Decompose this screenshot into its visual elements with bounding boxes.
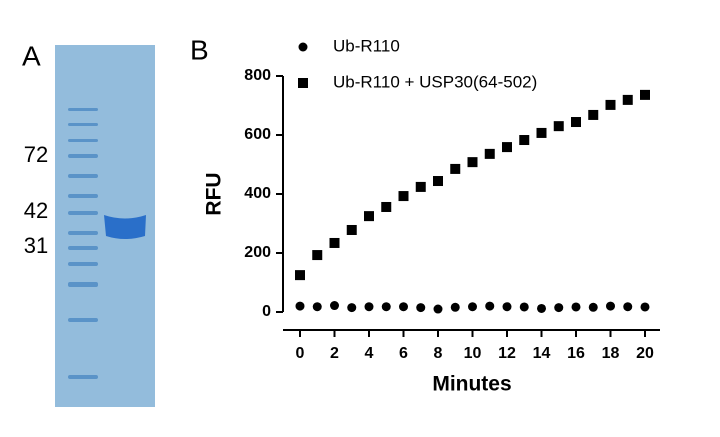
y-tick-label: 0 <box>262 303 271 320</box>
data-point <box>605 99 616 110</box>
marker-label: 31 <box>24 233 48 258</box>
ladder <box>68 108 98 379</box>
data-point <box>554 303 564 313</box>
y-tick-label: 200 <box>244 244 271 261</box>
x-tick-label: 4 <box>365 345 374 362</box>
data-point <box>312 250 323 261</box>
data-point <box>537 303 546 313</box>
data-point <box>312 302 322 312</box>
data-point <box>346 224 357 235</box>
legend-label: Ub-R110 + USP30(64-502) <box>333 72 537 91</box>
gel-image <box>55 45 155 407</box>
data-point <box>623 302 633 312</box>
data-point <box>433 304 443 314</box>
legend-marker <box>298 78 308 88</box>
data-point <box>553 121 564 132</box>
marker-label: 42 <box>24 198 48 223</box>
legend-label: Ub-R110 <box>333 36 400 55</box>
x-tick-label: 8 <box>434 345 443 362</box>
data-point <box>640 302 650 312</box>
y-tick-label: 400 <box>244 185 271 202</box>
x-tick-label: 10 <box>464 345 482 362</box>
data-point <box>450 163 461 174</box>
data-point <box>640 89 650 100</box>
data-point <box>399 302 408 312</box>
marker-label: 72 <box>24 142 48 167</box>
x-tick-label: 18 <box>602 345 620 362</box>
data-point <box>450 302 460 312</box>
x-tick-label: 12 <box>498 345 516 362</box>
data-point <box>485 301 495 311</box>
data-point <box>484 148 495 159</box>
data-point <box>502 302 512 312</box>
x-tick-label: 16 <box>567 345 585 362</box>
data-point <box>519 302 529 312</box>
data-point <box>329 237 340 248</box>
data-point <box>588 109 599 120</box>
x-tick-label: 2 <box>330 345 339 362</box>
x-tick-label: 14 <box>533 345 551 362</box>
data-point <box>415 181 426 192</box>
data-point <box>295 270 305 281</box>
data-point <box>468 302 477 312</box>
data-point <box>622 94 633 105</box>
data-point <box>295 301 305 311</box>
data-point <box>381 201 392 212</box>
data-point <box>330 301 339 311</box>
data-point <box>536 127 547 138</box>
data-point <box>571 302 581 312</box>
panel-label: A <box>22 40 41 71</box>
y-tick-label: 800 <box>244 67 271 84</box>
data-point <box>416 303 426 313</box>
data-point <box>347 303 357 313</box>
data-point <box>519 135 530 146</box>
y-tick-label: 600 <box>244 126 271 143</box>
data-point <box>398 191 409 202</box>
data-point <box>588 302 598 312</box>
panel-label: B <box>190 34 209 65</box>
x-tick-label: 20 <box>636 345 654 362</box>
data-point <box>364 211 374 222</box>
y-axis-title: RFU <box>203 172 226 215</box>
x-axis-title: Minutes <box>432 373 511 396</box>
x-tick-label: 0 <box>296 345 305 362</box>
data-point <box>364 302 374 312</box>
data-point <box>433 176 443 187</box>
data-point <box>571 117 581 128</box>
data-point <box>606 301 615 311</box>
legend-marker <box>298 42 308 52</box>
data-point <box>381 302 391 312</box>
data-point <box>467 157 478 168</box>
protein-band <box>104 215 146 239</box>
x-tick-label: 6 <box>399 345 408 362</box>
data-point <box>502 142 512 153</box>
